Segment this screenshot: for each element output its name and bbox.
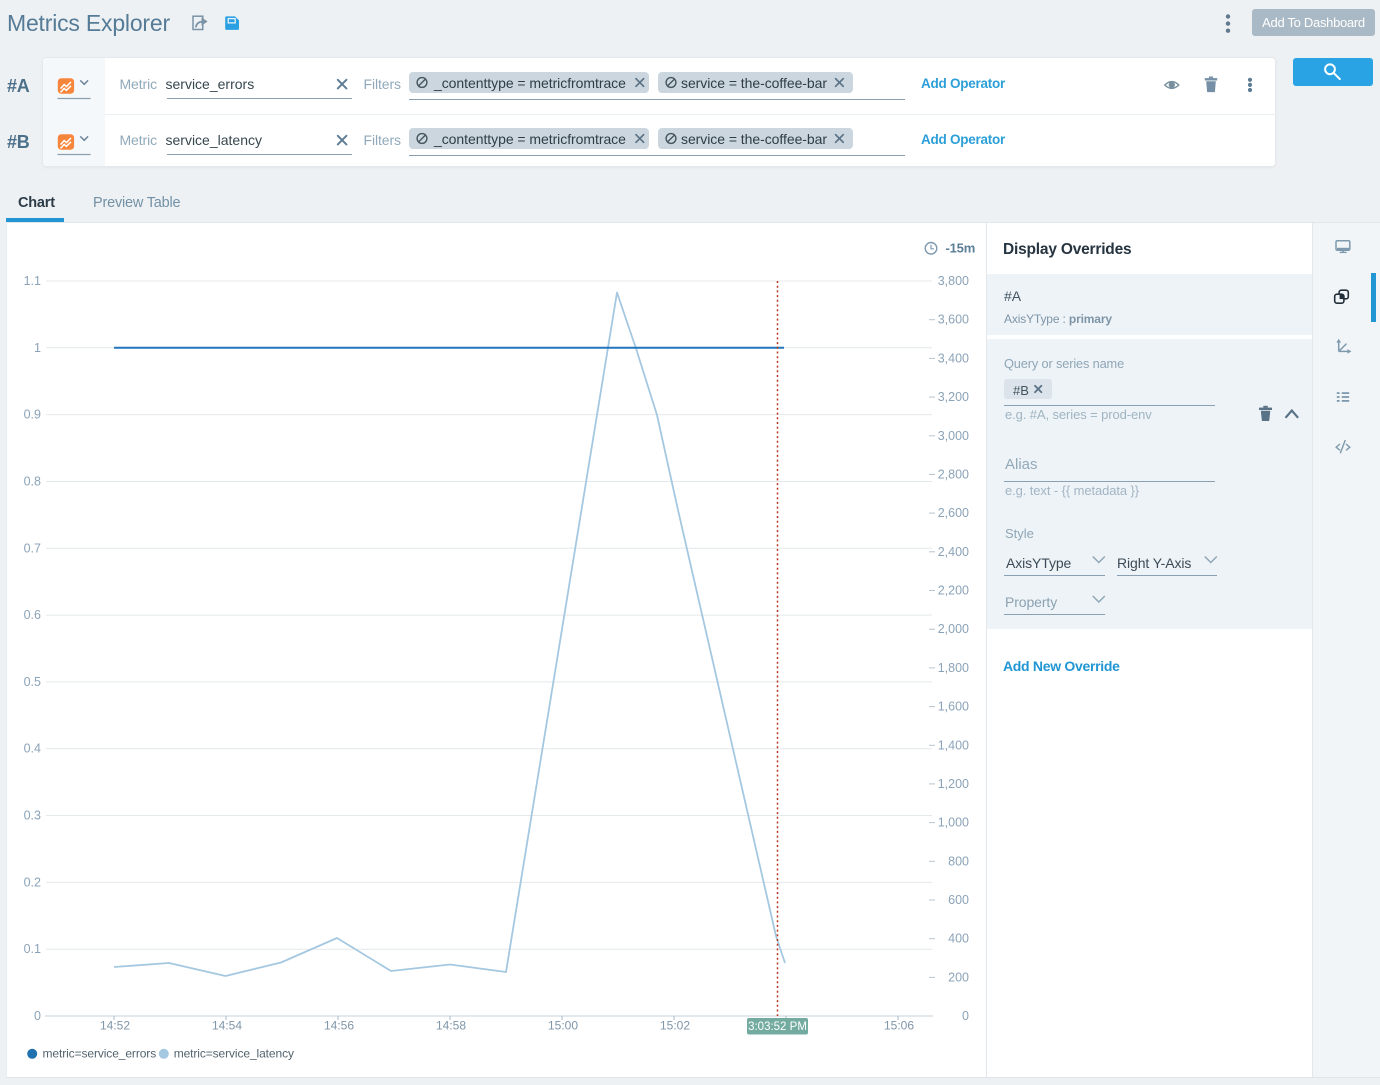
svg-text:0: 0 bbox=[34, 1009, 41, 1023]
svg-text:0.7: 0.7 bbox=[24, 541, 41, 555]
svg-text:3,600: 3,600 bbox=[938, 313, 969, 327]
svg-text:1.1: 1.1 bbox=[24, 274, 41, 288]
svg-text:2,800: 2,800 bbox=[938, 467, 969, 481]
svg-text:14:56: 14:56 bbox=[324, 1019, 354, 1033]
svg-text:metric=service_errors: metric=service_errors bbox=[43, 1046, 157, 1060]
svg-text:-15m: -15m bbox=[946, 241, 976, 256]
svg-text:0.6: 0.6 bbox=[24, 608, 41, 622]
svg-text:600: 600 bbox=[948, 893, 969, 907]
svg-text:2,000: 2,000 bbox=[938, 622, 969, 636]
svg-text:0.9: 0.9 bbox=[24, 408, 41, 422]
svg-text:1,800: 1,800 bbox=[938, 661, 969, 675]
svg-text:0.5: 0.5 bbox=[24, 675, 41, 689]
svg-text:0.3: 0.3 bbox=[24, 809, 41, 823]
svg-text:3:03:52 PM: 3:03:52 PM bbox=[748, 1021, 807, 1033]
svg-text:3,200: 3,200 bbox=[938, 390, 969, 404]
svg-text:0.2: 0.2 bbox=[24, 875, 41, 889]
svg-text:800: 800 bbox=[948, 854, 969, 868]
svg-text:15:06: 15:06 bbox=[884, 1019, 914, 1033]
svg-text:1,000: 1,000 bbox=[938, 816, 969, 830]
svg-text:15:00: 15:00 bbox=[548, 1019, 578, 1033]
svg-text:14:58: 14:58 bbox=[436, 1019, 466, 1033]
svg-text:2,400: 2,400 bbox=[938, 545, 969, 559]
svg-text:400: 400 bbox=[948, 932, 969, 946]
svg-text:200: 200 bbox=[948, 970, 969, 984]
svg-text:3,800: 3,800 bbox=[938, 274, 969, 288]
svg-text:1,200: 1,200 bbox=[938, 777, 969, 791]
svg-text:0.4: 0.4 bbox=[24, 742, 41, 756]
svg-text:14:52: 14:52 bbox=[100, 1019, 130, 1033]
svg-text:14:54: 14:54 bbox=[212, 1019, 242, 1033]
svg-text:0: 0 bbox=[962, 1009, 969, 1023]
svg-text:2,200: 2,200 bbox=[938, 584, 969, 598]
svg-text:1,400: 1,400 bbox=[938, 738, 969, 752]
svg-text:15:02: 15:02 bbox=[660, 1019, 690, 1033]
svg-text:0.8: 0.8 bbox=[24, 475, 41, 489]
svg-text:1,600: 1,600 bbox=[938, 700, 969, 714]
svg-text:2,600: 2,600 bbox=[938, 506, 969, 520]
svg-text:0.1: 0.1 bbox=[24, 942, 41, 956]
svg-text:3,000: 3,000 bbox=[938, 429, 969, 443]
svg-text:3,400: 3,400 bbox=[938, 351, 969, 365]
svg-text:metric=service_latency: metric=service_latency bbox=[174, 1046, 294, 1060]
svg-text:1: 1 bbox=[34, 341, 41, 355]
